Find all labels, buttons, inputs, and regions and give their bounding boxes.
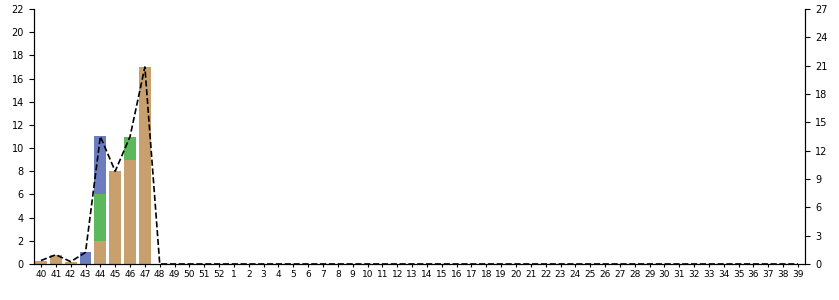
- Bar: [95, 136, 107, 194]
- Bar: [124, 136, 136, 160]
- Bar: [65, 262, 76, 264]
- Bar: [95, 194, 107, 241]
- Bar: [124, 160, 136, 264]
- Bar: [80, 252, 91, 264]
- Bar: [95, 241, 107, 264]
- Bar: [109, 171, 121, 264]
- Bar: [50, 255, 62, 264]
- Bar: [139, 67, 151, 264]
- Bar: [35, 260, 47, 264]
